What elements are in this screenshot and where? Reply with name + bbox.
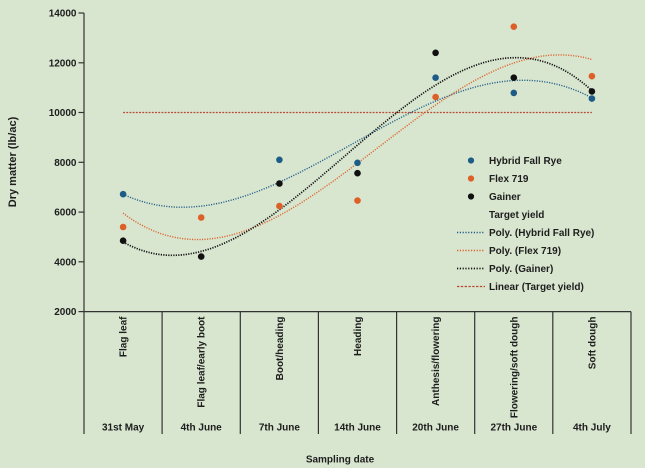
svg-text:4th June: 4th June xyxy=(181,423,223,434)
svg-text:Boot/heading: Boot/heading xyxy=(275,317,286,381)
svg-text:Dry matter (lb/ac): Dry matter (lb/ac) xyxy=(7,116,19,207)
svg-text:Target yield: Target yield xyxy=(489,210,544,221)
svg-text:7th June: 7th June xyxy=(259,423,301,434)
svg-text:Soft dough: Soft dough xyxy=(587,317,598,370)
svg-text:12000: 12000 xyxy=(49,58,77,69)
svg-text:Flex 719: Flex 719 xyxy=(489,174,529,185)
svg-text:Flag leaf/early boot: Flag leaf/early boot xyxy=(197,316,208,408)
svg-text:14000: 14000 xyxy=(49,9,77,20)
svg-text:Linear (Target yield): Linear (Target yield) xyxy=(489,282,584,293)
svg-text:4th July: 4th July xyxy=(573,423,611,434)
svg-text:31st May: 31st May xyxy=(102,423,145,434)
svg-text:Flag leaf: Flag leaf xyxy=(119,316,130,357)
svg-text:Flowering/soft dough: Flowering/soft dough xyxy=(509,317,520,419)
svg-text:Poly. (Hybrid Fall Rye): Poly. (Hybrid Fall Rye) xyxy=(489,228,594,239)
svg-text:Poly. (Flex 719): Poly. (Flex 719) xyxy=(489,246,561,257)
svg-text:10000: 10000 xyxy=(49,108,77,119)
svg-text:6000: 6000 xyxy=(54,208,77,219)
svg-text:20th June: 20th June xyxy=(412,423,459,434)
svg-text:Hybrid Fall Rye: Hybrid Fall Rye xyxy=(489,156,562,167)
svg-text:Heading: Heading xyxy=(353,317,364,356)
svg-text:4000: 4000 xyxy=(54,257,77,268)
svg-text:Gainer: Gainer xyxy=(489,192,521,203)
svg-text:14th June: 14th June xyxy=(334,423,381,434)
svg-text:Anthesis/flowering: Anthesis/flowering xyxy=(431,317,442,406)
svg-text:27th June: 27th June xyxy=(490,423,537,434)
svg-text:Sampling date: Sampling date xyxy=(306,455,375,466)
svg-text:8000: 8000 xyxy=(54,158,77,169)
svg-text:Poly. (Gainer): Poly. (Gainer) xyxy=(489,264,553,275)
svg-text:2000: 2000 xyxy=(54,307,77,318)
